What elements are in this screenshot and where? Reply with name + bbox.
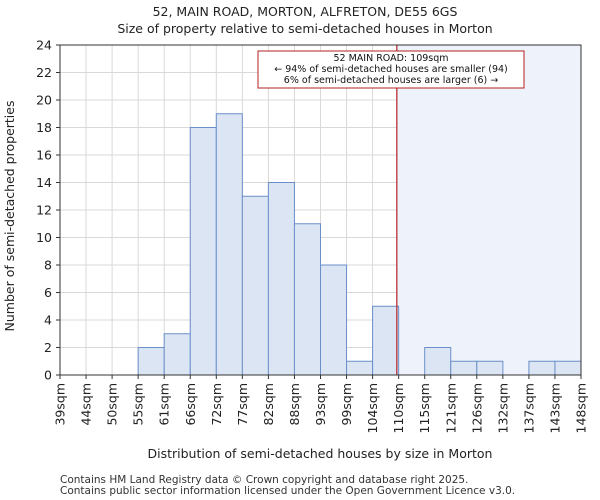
y-tick-label: 18 [36, 120, 52, 135]
y-tick-label: 20 [36, 93, 52, 108]
x-tick-label: 44sqm [79, 383, 94, 426]
y-tick-label: 4 [44, 313, 52, 328]
y-tick-label: 14 [36, 175, 52, 190]
bars [137, 113, 582, 376]
x-tick-label: 104sqm [365, 383, 380, 433]
x-tick-label: 132sqm [495, 383, 510, 433]
x-tick-label: 55sqm [131, 383, 146, 426]
x-tick-label: 72sqm [209, 383, 224, 426]
x-axis-label: Distribution of semi-detached houses by … [148, 446, 493, 461]
x-tick-label: 66sqm [183, 383, 198, 426]
bar-137sqm [528, 360, 556, 376]
bar-126sqm [476, 360, 504, 376]
x-tick-label: 61sqm [157, 383, 172, 426]
y-tick-label: 16 [36, 148, 52, 163]
y-tick-label: 24 [36, 38, 52, 53]
x-tick-label: 93sqm [313, 383, 328, 426]
bar-104sqm [372, 305, 400, 376]
x-tick-label: 110sqm [391, 383, 406, 433]
bar-143sqm [554, 360, 582, 376]
chart-subtitle: Size of property relative to semi-detach… [117, 21, 492, 36]
y-tick-label: 6 [44, 285, 52, 300]
x-tick-label: 115sqm [417, 383, 432, 433]
annotation-line-1: 52 MAIN ROAD: 109sqm [333, 53, 448, 64]
x-axis-ticks: 39sqm 44sqm 50sqm 55sqm 61sqm 66sqm 72sqm 77sqm… [53, 375, 589, 433]
bar-55sqm [137, 347, 165, 376]
bar-88sqm [293, 223, 322, 376]
bar-77sqm [241, 195, 269, 376]
x-tick-label: 50sqm [105, 383, 120, 426]
y-tick-label: 2 [44, 340, 52, 355]
x-tick-label: 88sqm [287, 383, 302, 426]
y-axis-label: Number of semi-detached properties [2, 101, 17, 332]
bar-99sqm [346, 360, 374, 376]
x-tick-label: 148sqm [574, 383, 589, 433]
annotation-line-3: 6% of semi-detached houses are larger (6… [284, 75, 498, 86]
bar-93sqm [320, 264, 348, 376]
y-tick-label: 8 [44, 258, 52, 273]
annotation-line-2: ← 94% of semi-detached houses are smalle… [274, 64, 508, 75]
y-tick-label: 12 [36, 203, 52, 218]
x-tick-label: 126sqm [469, 383, 484, 433]
x-tick-label: 82sqm [261, 383, 276, 426]
y-tick-label: 22 [36, 65, 52, 80]
bar-66sqm [189, 127, 217, 376]
y-tick-label: 10 [36, 230, 52, 245]
y-tick-label: 0 [44, 368, 52, 383]
bar-72sqm [215, 113, 243, 376]
property-annotation: 52 MAIN ROAD: 109sqm ← 94% of semi-detac… [257, 50, 525, 89]
x-tick-label: 77sqm [235, 383, 250, 426]
larger-region-highlight [396, 45, 581, 375]
x-tick-label: 39sqm [53, 383, 68, 426]
bar-115sqm [424, 347, 452, 376]
footer-copyright: Contains HM Land Registry data © Crown c… [60, 474, 468, 486]
x-tick-label: 137sqm [521, 383, 536, 433]
x-tick-label: 99sqm [339, 383, 354, 426]
annotation-box [257, 50, 525, 89]
bar-61sqm [163, 333, 191, 376]
chart-title: 52, MAIN ROAD, MORTON, ALFRETON, DE55 6G… [153, 4, 458, 19]
x-tick-label: 121sqm [443, 383, 458, 433]
x-tick-label: 143sqm [547, 383, 562, 433]
bar-121sqm [450, 360, 478, 376]
bar-82sqm [267, 182, 295, 376]
footer-licence: Contains public sector information licen… [60, 485, 515, 497]
